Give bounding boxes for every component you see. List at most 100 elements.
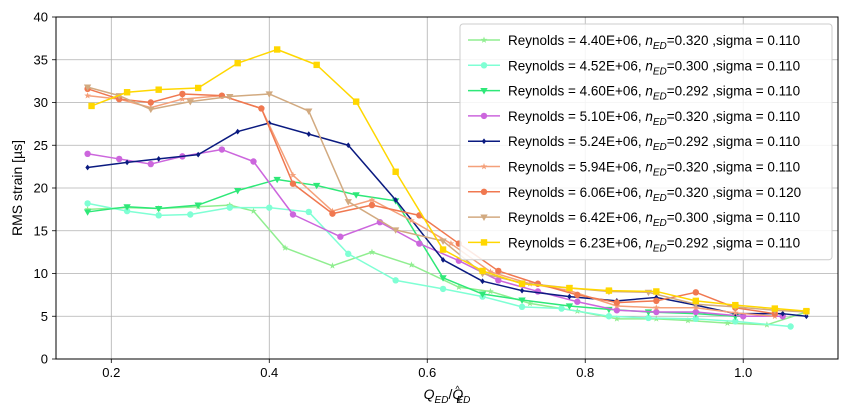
y-axis-title: RMS strain [µs] [9, 140, 25, 236]
data-point [186, 99, 194, 106]
data-point [478, 291, 487, 298]
data-point [234, 59, 241, 67]
legend-label-sub: ED [653, 92, 667, 103]
legend-marker [480, 62, 488, 69]
data-point [155, 212, 162, 219]
legend-marker [480, 239, 488, 246]
y-tick-label: 5 [41, 309, 48, 324]
data-point [179, 90, 186, 98]
data-point [84, 205, 91, 213]
data-point [518, 297, 526, 304]
data-point [83, 84, 92, 91]
legend-label-sub: ED [653, 142, 667, 153]
legend-label: Reynolds = 6.42E+06, nED=0.300 ,sigma = … [508, 210, 800, 229]
data-point [368, 196, 376, 203]
data-point [692, 308, 700, 316]
x-title-sup: ^ [455, 384, 460, 394]
data-point [235, 128, 240, 135]
data-point [273, 176, 281, 184]
data-point [313, 61, 320, 69]
data-point [281, 244, 289, 251]
x-tick-label: 1.0 [734, 365, 752, 380]
legend-label-prefix: Reynolds = 5.24E+06, [508, 134, 645, 149]
data-point [692, 315, 700, 323]
legend-label-n: n [645, 109, 653, 124]
data-point [266, 204, 273, 211]
data-point [526, 299, 534, 307]
legend-label-n: n [645, 210, 653, 225]
data-point [258, 105, 265, 112]
legend-item-8: Reynolds = 6.42E+06, nED=0.300 ,sigma = … [468, 210, 800, 229]
data-point [565, 303, 574, 310]
data-point [194, 84, 202, 92]
data-point [439, 238, 447, 245]
data-point [344, 199, 352, 206]
legend-marker [481, 138, 487, 145]
data-point [195, 151, 201, 158]
data-point [439, 246, 447, 253]
data-point [115, 155, 123, 163]
legend-label-suffix: =0.300 ,sigma = 0.110 [667, 210, 800, 225]
y-tick-label: 10 [34, 266, 48, 281]
y-tick-label: 40 [34, 10, 48, 25]
legend-marker [480, 36, 488, 43]
data-point [780, 310, 785, 317]
data-point [684, 317, 692, 324]
legend-label: Reynolds = 6.23E+06, nED=0.292 ,sigma = … [508, 235, 800, 254]
legend-marker [480, 112, 488, 120]
data-point [392, 277, 399, 284]
y-tick-label: 15 [34, 223, 48, 238]
data-point [368, 248, 376, 255]
x-title-sub: ED [435, 395, 449, 406]
legend-label-suffix: =0.292 ,sigma = 0.110 [667, 84, 800, 99]
data-point [534, 288, 542, 295]
legend-marker [480, 214, 488, 221]
legend-label-suffix: =0.320 ,sigma = 0.120 [667, 185, 801, 200]
data-point [566, 284, 573, 292]
data-point [416, 240, 423, 247]
data-point [567, 293, 572, 300]
data-point [226, 204, 233, 211]
data-point [408, 261, 415, 268]
data-point [352, 98, 360, 105]
data-point [305, 208, 312, 216]
legend-label-n: n [645, 185, 653, 200]
legend-label-n: n [645, 134, 653, 149]
x-title-sep: / [448, 386, 452, 402]
legend-label-prefix: Reynolds = 6.42E+06, [508, 210, 645, 225]
legend-label-prefix: Reynolds = 5.10E+06, [508, 109, 645, 124]
data-point [653, 308, 660, 316]
legend-label: Reynolds = 5.94E+06, nED=0.320 ,sigma = … [508, 160, 800, 179]
data-point [574, 298, 581, 305]
legend-label-suffix: =0.320 ,sigma = 0.110 [667, 109, 800, 124]
data-point [156, 156, 161, 162]
data-point [605, 313, 613, 320]
data-point [692, 289, 700, 296]
x-tick-label: 0.4 [260, 365, 278, 380]
data-point [605, 287, 613, 294]
legend-label-suffix: =0.300 ,sigma = 0.110 [667, 58, 800, 73]
legend-label-n: n [645, 84, 653, 99]
data-point [574, 291, 581, 299]
series-2 [84, 200, 794, 330]
legend-label-sub: ED [653, 117, 667, 128]
legend-label-sub: ED [653, 168, 667, 179]
data-point [408, 216, 415, 224]
data-point [329, 210, 336, 217]
data-point [487, 268, 494, 275]
data-point [88, 102, 95, 110]
data-point [613, 315, 621, 322]
data-point [731, 309, 739, 316]
legend-item-7: Reynolds = 6.06E+06, nED=0.320 ,sigma = … [468, 185, 801, 204]
data-point [289, 180, 297, 187]
data-point [267, 120, 272, 126]
x-title-sub: ED [456, 395, 470, 406]
data-point [439, 275, 447, 282]
x-tick-label: 0.8 [576, 365, 594, 380]
series-line [87, 202, 791, 328]
y-tick-label: 25 [34, 138, 48, 153]
data-point [84, 150, 91, 157]
legend-item-6: Reynolds = 5.94E+06, nED=0.320 ,sigma = … [468, 160, 800, 179]
y-tick-label: 35 [34, 52, 48, 67]
